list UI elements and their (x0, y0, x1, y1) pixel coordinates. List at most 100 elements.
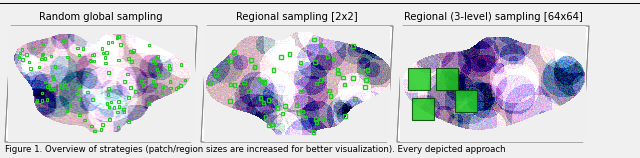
Bar (113, 106, 115, 109)
Bar (21, 48, 24, 51)
Bar (67, 56, 69, 58)
Bar (315, 120, 319, 124)
Bar (300, 90, 303, 93)
Bar (326, 55, 329, 58)
Bar (19, 52, 21, 54)
Bar (341, 76, 345, 79)
Bar (343, 83, 346, 86)
Bar (76, 47, 79, 49)
Bar (86, 91, 88, 93)
Bar (63, 81, 65, 84)
Bar (91, 54, 93, 56)
Bar (284, 104, 287, 108)
Bar (257, 78, 260, 81)
Bar (260, 80, 264, 83)
Bar (351, 44, 355, 48)
Bar (108, 87, 109, 90)
Bar (152, 60, 154, 62)
Bar (122, 110, 125, 113)
Bar (148, 44, 150, 46)
Bar (253, 65, 256, 69)
Bar (89, 59, 92, 62)
Polygon shape (397, 26, 589, 142)
Bar (42, 53, 44, 55)
Bar (312, 38, 316, 41)
Bar (243, 81, 246, 84)
Bar (118, 105, 120, 108)
Bar (314, 82, 318, 85)
Bar (111, 41, 113, 43)
Bar (313, 60, 317, 64)
Bar (228, 100, 232, 103)
Bar (267, 98, 271, 102)
Bar (168, 67, 171, 70)
Bar (42, 43, 44, 45)
Bar (209, 81, 212, 85)
Bar (351, 76, 355, 80)
Bar (180, 63, 182, 66)
Bar (104, 62, 106, 64)
Bar (157, 74, 160, 77)
Bar (110, 101, 113, 103)
Bar (49, 88, 52, 90)
Bar (295, 103, 298, 107)
Bar (107, 41, 109, 44)
Bar (270, 123, 274, 126)
Bar (328, 89, 331, 92)
Bar (268, 123, 271, 127)
Bar (45, 98, 48, 101)
Bar (54, 65, 56, 68)
Bar (343, 114, 347, 118)
Bar (109, 118, 111, 121)
Bar (36, 99, 38, 102)
Bar (117, 100, 120, 103)
Bar (161, 86, 164, 88)
Bar (28, 61, 31, 63)
Bar (101, 123, 104, 126)
Bar (262, 80, 266, 84)
Bar (175, 87, 177, 90)
Bar (90, 60, 92, 62)
Bar (298, 61, 302, 64)
Bar (262, 81, 266, 85)
Bar (259, 96, 262, 100)
Bar (303, 116, 307, 119)
Bar (41, 99, 44, 102)
Bar (129, 86, 132, 89)
Bar (44, 81, 46, 83)
Text: Regional sampling [2x2]: Regional sampling [2x2] (236, 12, 358, 22)
Bar (156, 55, 159, 58)
Bar (64, 84, 67, 87)
Bar (408, 68, 430, 90)
Bar (157, 71, 159, 74)
Bar (119, 43, 122, 46)
Bar (353, 97, 356, 101)
Bar (29, 67, 32, 70)
Bar (127, 120, 130, 123)
Bar (228, 83, 232, 86)
Bar (64, 40, 67, 43)
Text: Regional (3-level) sampling [64x64]: Regional (3-level) sampling [64x64] (404, 12, 582, 22)
Bar (117, 59, 120, 61)
Bar (82, 47, 84, 50)
Bar (40, 58, 42, 61)
Bar (300, 110, 304, 113)
Bar (116, 126, 119, 128)
Bar (233, 83, 236, 87)
Bar (455, 90, 477, 112)
Bar (100, 47, 103, 50)
Bar (169, 80, 172, 83)
Text: Figure 1. Overview of strategies (patch/region sizes are increased for better vi: Figure 1. Overview of strategies (patch/… (5, 145, 506, 154)
Bar (321, 117, 324, 120)
Bar (170, 87, 172, 89)
Bar (248, 90, 251, 94)
Bar (38, 66, 40, 68)
Bar (264, 115, 268, 119)
Bar (156, 68, 158, 71)
Bar (142, 84, 145, 87)
Bar (127, 57, 130, 60)
Bar (90, 125, 93, 127)
Bar (78, 114, 81, 116)
Bar (21, 58, 24, 61)
Bar (77, 97, 79, 100)
